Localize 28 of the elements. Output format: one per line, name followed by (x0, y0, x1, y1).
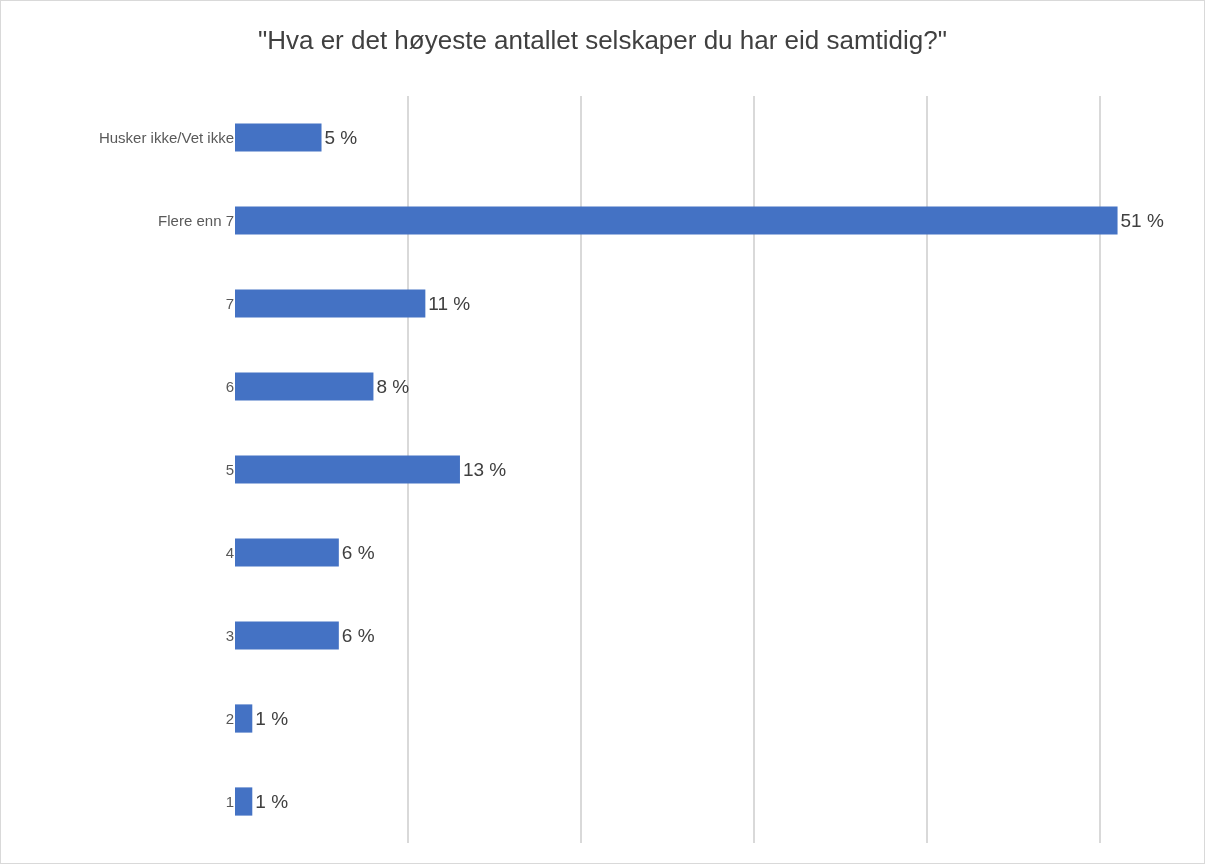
chart-title: "Hva er det høyeste antallet selskaper du har eid samtidig?" (257, 25, 948, 56)
data-label: 1 % (255, 791, 289, 812)
y-tick-label: 1 (225, 792, 234, 810)
bar (235, 538, 339, 567)
y-tick-label: 7 (225, 294, 234, 312)
y-tick-label: 5 (225, 460, 234, 478)
bar (235, 372, 374, 401)
bar (235, 787, 253, 816)
bar (235, 455, 460, 484)
y-tick-label: 4 (225, 543, 234, 561)
y-tick-label: 6 (225, 377, 234, 395)
bar (235, 704, 253, 733)
data-label: 6 % (341, 625, 375, 646)
bar (235, 621, 339, 650)
y-tick-label: Husker ikke/Vet ikke (98, 128, 234, 146)
y-tick-label: Flere enn 7 (158, 211, 234, 229)
data-label: 11 % (428, 293, 471, 314)
bar (235, 289, 426, 318)
data-label: 5 % (324, 127, 358, 148)
data-label: 1 % (255, 708, 289, 729)
data-label: 6 % (341, 542, 375, 563)
data-label: 13 % (462, 459, 507, 480)
y-tick-label: 3 (225, 626, 234, 644)
bar (235, 206, 1118, 235)
data-label: 8 % (376, 376, 410, 397)
data-label: 51 % (1120, 210, 1164, 231)
y-tick-label: 2 (225, 709, 234, 727)
bar (235, 123, 322, 152)
